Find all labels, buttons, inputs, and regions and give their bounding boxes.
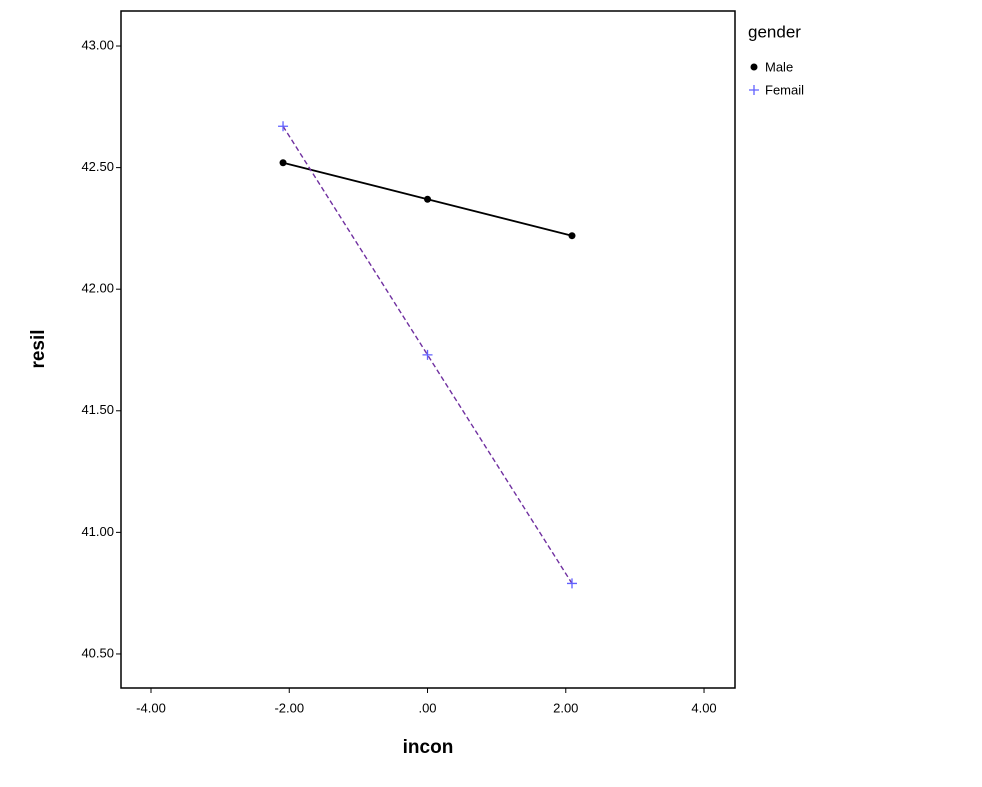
data-point xyxy=(424,195,432,203)
legend-marker xyxy=(750,63,758,71)
data-point xyxy=(278,121,289,132)
y-tick-label: 43.00 xyxy=(81,37,114,52)
y-tick-label: 42.50 xyxy=(81,159,114,174)
series-line xyxy=(282,125,573,584)
x-tick-label: -2.00 xyxy=(274,700,304,715)
legend-marker xyxy=(749,85,759,95)
legend-label: Femail xyxy=(765,82,804,97)
y-tick-label: 41.50 xyxy=(81,402,114,417)
y-tick-label: 42.00 xyxy=(81,281,114,296)
x-tick-label: .00 xyxy=(418,700,436,715)
data-point xyxy=(568,232,576,240)
data-point xyxy=(279,159,287,167)
data-point xyxy=(566,578,577,589)
x-axis-title: incon xyxy=(403,737,454,758)
y-tick-label: 40.50 xyxy=(81,645,114,660)
data-point xyxy=(422,349,433,360)
x-tick-label: 4.00 xyxy=(691,700,716,715)
legend-title: gender xyxy=(748,22,801,41)
x-tick-label: -4.00 xyxy=(136,700,166,715)
x-tick-label: 2.00 xyxy=(553,700,578,715)
legend-label: Male xyxy=(765,59,793,74)
y-tick-label: 41.00 xyxy=(81,524,114,539)
y-axis-title: resil xyxy=(28,329,49,368)
